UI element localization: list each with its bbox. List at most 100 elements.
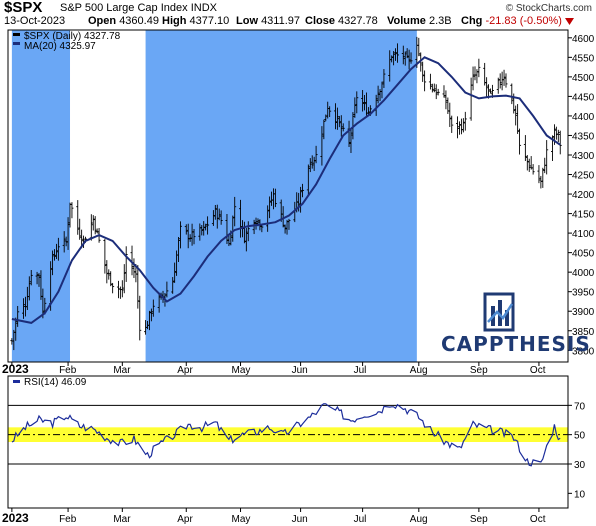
- price-bar: [392, 51, 396, 66]
- price-bar: [306, 164, 310, 196]
- price-bar: [149, 308, 153, 322]
- chart-header: $SPX S&P 500 Large Cap Index INDX © Stoc…: [0, 0, 596, 16]
- price-bar: [328, 106, 332, 117]
- price-bar: [105, 260, 109, 284]
- price-bar: [361, 90, 365, 112]
- price-bar: [510, 83, 514, 105]
- price-legend-label: $SPX (Daily) 4327.78: [24, 31, 121, 42]
- price-bar: [29, 269, 33, 286]
- x-tick-label: Aug: [410, 365, 428, 376]
- price-bar: [202, 221, 206, 236]
- price-bar: [206, 216, 210, 235]
- x-tick-label: Sep: [470, 365, 488, 376]
- price-bar: [281, 206, 285, 228]
- price-bar: [103, 238, 107, 274]
- price-bar: [541, 167, 545, 188]
- price-bar: [432, 83, 436, 93]
- highlight-region-2: [145, 30, 417, 362]
- price-bar: [66, 217, 70, 250]
- price-bar: [395, 43, 399, 63]
- price-bar: [37, 273, 41, 287]
- low-value: 4311.97: [261, 15, 301, 27]
- price-bar: [283, 224, 287, 234]
- price-bar: [405, 48, 409, 59]
- price-bar: [266, 205, 270, 232]
- price-bar: [335, 107, 339, 130]
- close-value: 4327.78: [338, 15, 378, 27]
- ma-legend-label: MA(20) 4325.97: [24, 41, 96, 52]
- price-bar: [339, 115, 343, 137]
- rsi-x-tick-label: 2023: [2, 511, 29, 525]
- high-label: High: [162, 15, 187, 27]
- price-panel: 3800 3850 3900 3950 4000 4050 4100 4150 4200 4250…: [7, 29, 595, 363]
- price-bar: [147, 310, 151, 331]
- price-bar: [178, 221, 182, 249]
- price-bar: [76, 200, 80, 235]
- price-bar: [186, 223, 190, 249]
- price-bar: [353, 97, 357, 118]
- price-bar: [151, 299, 155, 317]
- low-label: Low: [236, 15, 258, 27]
- price-bar: [231, 215, 235, 242]
- price-bar: [504, 73, 508, 88]
- price-bar: [539, 175, 543, 189]
- close-label: Close: [305, 15, 335, 27]
- source-credit[interactable]: © StockCharts.com: [505, 3, 592, 14]
- quote-date: 13-Oct-2023: [4, 15, 66, 27]
- price-bar: [471, 66, 475, 91]
- price-bar: [558, 130, 562, 155]
- price-bar: [516, 104, 520, 134]
- price-bar: [192, 229, 196, 245]
- price-bar: [514, 105, 518, 126]
- price-bar: [341, 123, 345, 132]
- rsi-panel-frame: [7, 375, 569, 509]
- price-bar: [225, 213, 229, 245]
- price-bar: [403, 51, 407, 66]
- price-tick-label: 4050: [572, 249, 595, 260]
- rsi-x-tick-label: Feb: [59, 514, 77, 525]
- open-label: Open: [88, 15, 117, 27]
- price-bar: [53, 249, 57, 261]
- rsi-x-tick-label: Oct: [530, 514, 546, 525]
- price-bar: [107, 269, 111, 280]
- rsi-tick-label: 10: [574, 489, 586, 500]
- capp-thesis-logo: CAPPTHESIS: [441, 292, 590, 356]
- rsi-x-tick-label: Sep: [470, 514, 488, 525]
- price-bar: [91, 215, 95, 231]
- chg-label: Chg: [461, 15, 483, 27]
- price-bar: [260, 224, 264, 233]
- rsi-panel: 10 30 50 70 RSI(14) 46.09: [7, 375, 586, 509]
- rsi-x-tick-label: Aug: [410, 514, 428, 525]
- rsi-tick-label: 30: [574, 460, 586, 471]
- price-bar: [382, 69, 386, 88]
- price-bars: [10, 36, 562, 351]
- price-bar: [485, 77, 489, 98]
- price-bar: [273, 188, 277, 208]
- price-bar: [310, 155, 314, 169]
- price-bar: [314, 145, 318, 164]
- price-bar: [204, 223, 208, 231]
- price-tick-label: 3800: [572, 346, 595, 357]
- rsi-x-tick-label: May: [232, 514, 251, 525]
- rsi-x-tick-label: Jul: [354, 514, 367, 525]
- price-bar: [525, 155, 529, 171]
- x-tick-label: 2023: [2, 362, 29, 376]
- price-bar: [233, 196, 237, 227]
- price-bar: [461, 118, 465, 133]
- price-bar: [337, 115, 341, 128]
- instrument-name: S&P 500 Large Cap Index INDX: [60, 2, 217, 14]
- price-bar: [473, 66, 477, 81]
- price-bar: [78, 218, 82, 240]
- price-tick-label: 3900: [572, 307, 595, 318]
- high-value: 4377.10: [189, 15, 230, 27]
- price-bar: [380, 81, 384, 99]
- price-bar: [14, 317, 18, 341]
- x-tick-label: Oct: [530, 365, 546, 376]
- ma20-line: [11, 56, 561, 324]
- price-bar: [444, 90, 448, 110]
- price-bar: [430, 83, 434, 93]
- price-bar: [244, 228, 248, 252]
- highlight-regions: [11, 30, 417, 362]
- price-bar: [35, 271, 39, 285]
